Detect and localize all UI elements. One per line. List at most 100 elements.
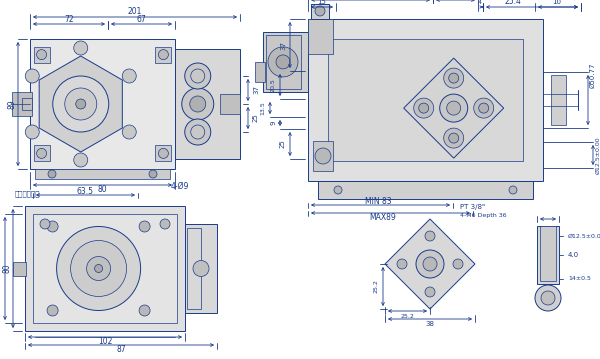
Circle shape bbox=[185, 119, 211, 145]
Circle shape bbox=[453, 259, 463, 269]
Circle shape bbox=[509, 186, 517, 194]
Text: 15: 15 bbox=[317, 0, 326, 5]
Circle shape bbox=[425, 287, 435, 297]
Circle shape bbox=[25, 125, 39, 139]
Circle shape bbox=[48, 170, 56, 178]
Bar bbox=[220, 94, 240, 114]
Circle shape bbox=[149, 170, 157, 178]
Bar bbox=[25, 206, 185, 331]
Text: Ø12.5±0.00: Ø12.5±0.00 bbox=[595, 136, 600, 174]
Circle shape bbox=[53, 76, 109, 132]
Text: 72: 72 bbox=[64, 15, 74, 24]
Text: MAX89: MAX89 bbox=[370, 214, 397, 223]
Circle shape bbox=[479, 103, 488, 113]
Bar bbox=[537, 226, 559, 284]
Circle shape bbox=[74, 153, 88, 167]
Bar bbox=[318, 181, 533, 199]
Circle shape bbox=[276, 55, 290, 69]
Bar bbox=[255, 62, 265, 82]
Circle shape bbox=[139, 305, 150, 316]
Bar bbox=[155, 145, 172, 162]
Circle shape bbox=[268, 47, 298, 77]
Circle shape bbox=[76, 99, 86, 109]
Circle shape bbox=[37, 50, 47, 60]
Text: 25.2: 25.2 bbox=[373, 280, 379, 293]
Circle shape bbox=[315, 148, 331, 164]
Circle shape bbox=[397, 259, 407, 269]
Text: 25: 25 bbox=[280, 140, 286, 148]
Circle shape bbox=[47, 221, 58, 232]
Bar bbox=[263, 32, 308, 92]
Circle shape bbox=[414, 98, 434, 118]
Polygon shape bbox=[404, 58, 504, 158]
Circle shape bbox=[122, 69, 136, 83]
Circle shape bbox=[449, 73, 459, 83]
Text: Ø12.5±0.00: Ø12.5±0.00 bbox=[568, 233, 600, 238]
Bar bbox=[266, 35, 301, 89]
Circle shape bbox=[190, 96, 206, 112]
Bar bbox=[308, 19, 543, 181]
Circle shape bbox=[440, 94, 468, 122]
Circle shape bbox=[47, 305, 58, 316]
Text: 4-Ø9: 4-Ø9 bbox=[171, 182, 189, 191]
Text: 201: 201 bbox=[128, 8, 142, 17]
Text: 80: 80 bbox=[2, 264, 11, 273]
Text: MIN 83: MIN 83 bbox=[365, 196, 391, 205]
Text: 38: 38 bbox=[425, 321, 434, 327]
Text: 4.0: 4.0 bbox=[568, 252, 579, 258]
Bar bbox=[34, 47, 50, 62]
Circle shape bbox=[160, 219, 170, 229]
Text: 25.4: 25.4 bbox=[505, 0, 521, 6]
Text: 89: 89 bbox=[7, 99, 17, 109]
Circle shape bbox=[65, 88, 97, 120]
Circle shape bbox=[541, 291, 555, 305]
Bar bbox=[551, 75, 566, 125]
Bar bbox=[185, 224, 217, 313]
Text: 20.5: 20.5 bbox=[271, 78, 275, 92]
Text: Ø50.77: Ø50.77 bbox=[590, 62, 596, 88]
Text: 63.5: 63.5 bbox=[77, 186, 94, 196]
Text: 102: 102 bbox=[98, 336, 112, 345]
Circle shape bbox=[158, 50, 169, 60]
Bar bbox=[30, 39, 175, 169]
Bar bbox=[155, 47, 172, 62]
Polygon shape bbox=[39, 56, 122, 152]
Text: 63.5: 63.5 bbox=[0, 262, 2, 275]
Circle shape bbox=[193, 261, 209, 276]
Text: 37: 37 bbox=[253, 85, 259, 94]
Circle shape bbox=[334, 186, 342, 194]
Bar bbox=[13, 261, 26, 275]
Bar bbox=[22, 98, 32, 110]
Text: 10: 10 bbox=[553, 0, 562, 5]
Bar bbox=[311, 4, 329, 19]
Text: 25.2: 25.2 bbox=[401, 313, 415, 318]
Circle shape bbox=[139, 221, 150, 232]
Bar bbox=[12, 92, 32, 116]
Text: 67: 67 bbox=[137, 15, 146, 24]
Circle shape bbox=[315, 6, 325, 16]
Bar bbox=[35, 169, 170, 179]
Bar bbox=[33, 214, 177, 323]
Circle shape bbox=[25, 69, 39, 83]
Text: 25: 25 bbox=[253, 114, 259, 122]
Circle shape bbox=[86, 256, 110, 280]
Circle shape bbox=[425, 231, 435, 241]
Text: 87: 87 bbox=[116, 345, 126, 354]
Circle shape bbox=[71, 241, 127, 297]
Circle shape bbox=[158, 148, 169, 158]
Circle shape bbox=[40, 219, 50, 229]
Bar bbox=[187, 228, 201, 309]
Circle shape bbox=[446, 101, 461, 115]
Text: 14±0.5: 14±0.5 bbox=[568, 276, 591, 281]
Text: 37: 37 bbox=[280, 41, 286, 50]
Bar bbox=[540, 226, 556, 281]
Circle shape bbox=[423, 257, 437, 271]
Circle shape bbox=[535, 285, 561, 311]
Circle shape bbox=[182, 88, 214, 120]
Circle shape bbox=[185, 63, 211, 89]
Circle shape bbox=[56, 227, 140, 311]
Circle shape bbox=[122, 125, 136, 139]
Circle shape bbox=[444, 128, 464, 148]
Circle shape bbox=[74, 41, 88, 55]
Circle shape bbox=[95, 265, 103, 272]
